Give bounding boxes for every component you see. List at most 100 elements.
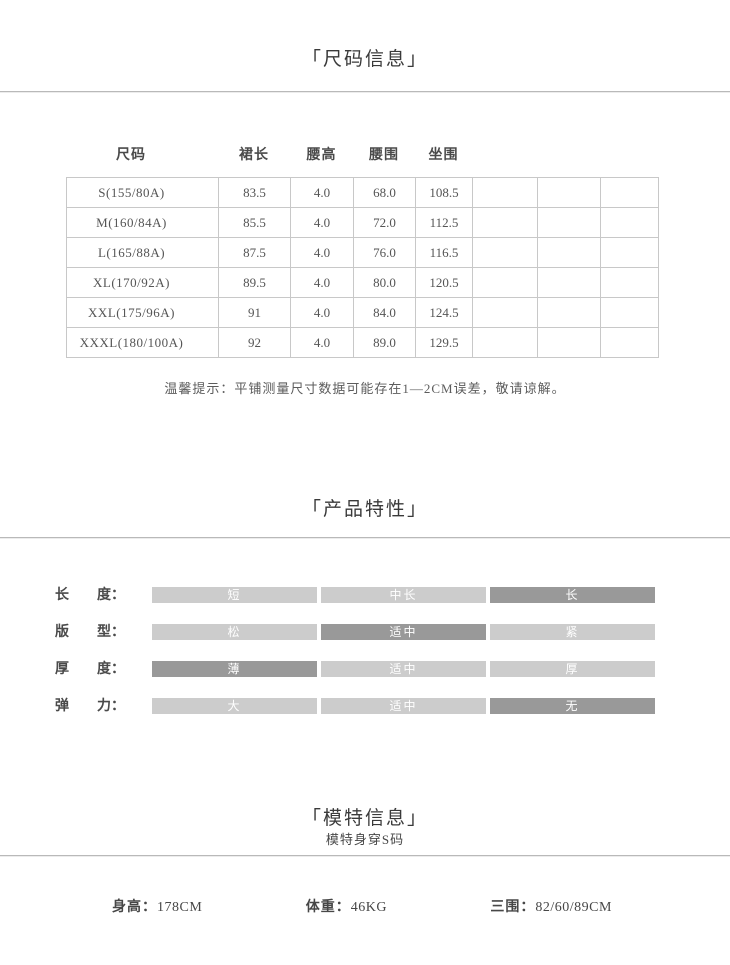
cell-empty [472, 237, 538, 268]
cell-waist: 80.0 [353, 267, 416, 298]
bar-option: 大 [152, 698, 317, 714]
cell-empty [600, 237, 659, 268]
size-table: S(155/80A) 83.5 4.0 68.0 108.5 M(160/84A… [66, 177, 659, 358]
bar-option: 适中 [321, 661, 486, 677]
feature-label-char: 弹 [55, 699, 69, 714]
cell-hip: 108.5 [415, 177, 473, 208]
cell-size: XL(170/92A) [66, 267, 219, 298]
feature-label-char: 度： [97, 662, 125, 677]
stat-weight-label: 体重： [305, 900, 351, 915]
cell-empty [600, 327, 659, 358]
table-row-xxxl: XXXL(180/100A) 92 4.0 89.0 129.5 [66, 327, 659, 358]
cell-hip: 116.5 [415, 237, 473, 268]
cell-empty [537, 237, 601, 268]
bar-option-selected: 无 [490, 698, 655, 714]
cell-size: L(165/88A) [66, 237, 219, 268]
feature-label-char: 型： [97, 625, 125, 640]
bar-option-selected: 薄 [152, 661, 317, 677]
stat-height-label: 身高： [112, 900, 157, 915]
cell-empty [600, 297, 659, 328]
table-row-m: M(160/84A) 85.5 4.0 72.0 112.5 [66, 207, 659, 238]
cell-waist-height: 4.0 [290, 267, 354, 298]
feature-label-char: 长 [55, 588, 69, 603]
bar-option: 松 [152, 624, 317, 640]
cell-empty [472, 297, 538, 328]
cell-hip: 112.5 [415, 207, 473, 238]
feature-label-char: 厚 [55, 662, 69, 677]
features-section-title: 「产品特性」 [301, 499, 428, 520]
cell-waist-height: 4.0 [290, 207, 354, 238]
table-row-l: L(165/88A) 87.5 4.0 76.0 116.5 [66, 237, 659, 268]
cell-waist-height: 4.0 [290, 327, 354, 358]
header-skirt-length: 裙长 [239, 148, 269, 163]
stat-measurements-label: 三围： [490, 900, 536, 915]
model-section-title: 「模特信息」 [301, 808, 428, 829]
cell-empty [537, 177, 601, 208]
cell-empty [537, 327, 601, 358]
cell-empty [472, 267, 538, 298]
cell-empty [537, 207, 601, 238]
cell-hip: 129.5 [415, 327, 473, 358]
cell-waist: 84.0 [353, 297, 416, 328]
table-row-xl: XL(170/92A) 89.5 4.0 80.0 120.5 [66, 267, 659, 298]
cell-waist: 68.0 [353, 177, 416, 208]
cell-empty [600, 177, 659, 208]
cell-skirt-length: 89.5 [218, 267, 291, 298]
bar-option: 紧 [490, 624, 655, 640]
bar-option: 中长 [321, 587, 486, 603]
cell-empty [472, 207, 538, 238]
header-size: 尺码 [116, 148, 146, 163]
feature-row-elasticity: 弹 力： 大 适中 无 [55, 698, 675, 715]
feature-label-char: 力： [97, 699, 125, 714]
size-table-header: 尺码 裙长 腰高 腰围 坐围 [66, 139, 658, 169]
feature-label-elasticity: 弹 力： [55, 698, 125, 715]
feature-label-char: 度： [97, 588, 125, 603]
cell-empty [537, 267, 601, 298]
cell-waist-height: 4.0 [290, 177, 354, 208]
header-hip: 坐围 [428, 148, 459, 163]
cell-skirt-length: 83.5 [218, 177, 291, 208]
feature-label-char: 版 [55, 625, 69, 640]
cell-waist-height: 4.0 [290, 237, 354, 268]
header-waist-height: 腰高 [306, 148, 337, 163]
cell-size: M(160/84A) [66, 207, 219, 238]
bar-option-selected: 适中 [321, 624, 486, 640]
stat-weight: 体重：46KG [306, 896, 387, 916]
model-subtitle: 模特身穿S码 [325, 832, 405, 847]
cell-empty [600, 267, 659, 298]
bar-option-selected: 长 [490, 587, 655, 603]
feature-label-thickness: 厚 度： [55, 661, 125, 678]
cell-empty [600, 207, 659, 238]
cell-empty [472, 327, 538, 358]
cell-skirt-length: 92 [218, 327, 291, 358]
cell-size: XXL(175/96A) [66, 297, 219, 328]
cell-skirt-length: 85.5 [218, 207, 291, 238]
bar-option: 厚 [490, 661, 655, 677]
cell-empty [472, 177, 538, 208]
cell-hip: 124.5 [415, 297, 473, 328]
divider-model [0, 855, 730, 857]
size-section-title: 「尺码信息」 [301, 49, 428, 70]
divider-features [0, 537, 730, 539]
cell-empty [537, 297, 601, 328]
feature-bars-elasticity: 大 适中 无 [152, 698, 655, 714]
cell-size: XXXL(180/100A) [66, 327, 219, 358]
cell-hip: 120.5 [415, 267, 473, 298]
feature-bars-thickness: 薄 适中 厚 [152, 661, 655, 677]
cell-skirt-length: 91 [218, 297, 291, 328]
bar-option: 短 [152, 587, 317, 603]
stat-measurements-value: 82/60/89CM [535, 900, 612, 915]
table-row-xxl: XXL(175/96A) 91 4.0 84.0 124.5 [66, 297, 659, 328]
stat-height: 身高：178CM [112, 896, 202, 916]
bar-option: 适中 [321, 698, 486, 714]
cell-waist: 89.0 [353, 327, 416, 358]
model-stats: 身高：178CM 体重：46KG 三围：82/60/89CM [112, 896, 612, 916]
cell-waist-height: 4.0 [290, 297, 354, 328]
header-waist: 腰围 [369, 148, 399, 163]
feature-bars-length: 短 中长 长 [152, 587, 655, 603]
cell-size: S(155/80A) [66, 177, 219, 208]
table-row-s: S(155/80A) 83.5 4.0 68.0 108.5 [66, 177, 659, 208]
stat-height-value: 178CM [157, 900, 203, 915]
measurement-note: 温馨提示：平铺测量尺寸数据可能存在1—2CM误差，敬请谅解。 [164, 381, 566, 396]
feature-row-fit: 版 型： 松 适中 紧 [55, 624, 675, 641]
